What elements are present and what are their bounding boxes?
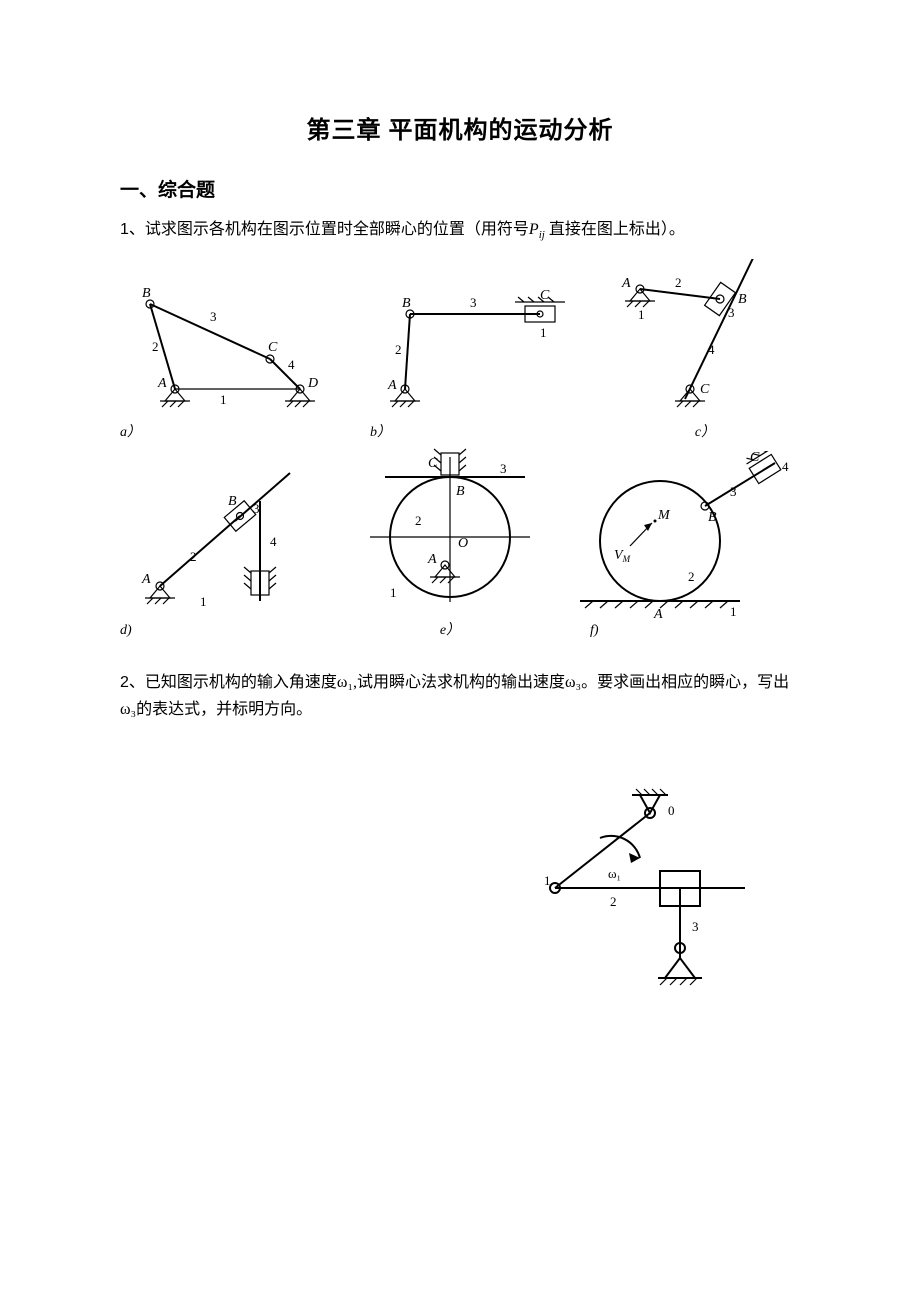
svg-text:VM: VM: [614, 548, 631, 564]
svg-text:B: B: [142, 286, 151, 301]
svg-text:C: C: [428, 456, 438, 471]
svg-text:A: A: [141, 572, 151, 587]
svg-text:1: 1: [638, 307, 645, 322]
svg-text:A: A: [621, 276, 631, 291]
problem-1-text-b: 直接在图上标出）。: [549, 221, 685, 238]
problem-1: 1、试求图示各机构在图示位置时全部瞬心的位置（用符号Pij 直接在图上标出）。: [120, 216, 800, 245]
svg-text:B: B: [708, 510, 717, 525]
figure-row-2: A B 2 3 4 1 d): [120, 447, 800, 639]
svg-text:4: 4: [708, 342, 715, 357]
figure-e: C B A O 2 3 1 e）: [350, 447, 550, 639]
svg-text:A: A: [427, 552, 437, 567]
svg-text:ω₁: ω₁: [608, 866, 621, 881]
chapter-title: 第三章 平面机构的运动分析: [120, 110, 800, 145]
figure-c: A B C 1 2 3 4 c）: [610, 259, 800, 441]
section-heading: 一、综合题: [120, 175, 800, 202]
svg-text:A: A: [387, 378, 397, 393]
svg-text:C: C: [540, 288, 550, 303]
problem-1-number: 1、: [120, 221, 145, 238]
figure-a-svg: B A C D 2 3 4 1: [120, 279, 340, 419]
figure-row-1: B A C D 2 3 4 1 a）: [120, 259, 800, 441]
problem-2-figure: 0 1 ω₁ 2 3: [500, 783, 760, 1013]
svg-text:4: 4: [782, 459, 789, 474]
svg-text:A: A: [653, 607, 663, 621]
page-container: 第三章 平面机构的运动分析 一、综合题 1、试求图示各机构在图示位置时全部瞬心的…: [0, 0, 920, 1073]
figure-a: B A C D 2 3 4 1 a）: [120, 279, 340, 441]
svg-text:B: B: [738, 292, 747, 307]
svg-text:C: C: [268, 340, 278, 355]
svg-text:3: 3: [253, 501, 260, 516]
svg-text:1: 1: [200, 594, 207, 609]
figure-c-svg: A B C 1 2 3 4: [610, 259, 800, 419]
problem-2-number: 2、: [120, 674, 145, 691]
svg-text:C: C: [700, 382, 710, 397]
figure-b-svg: A B C 2 3 1: [370, 279, 580, 419]
figure-e-svg: C B A O 2 3 1: [350, 447, 550, 617]
svg-text:B: B: [402, 296, 411, 311]
svg-text:2: 2: [190, 549, 197, 564]
svg-text:A: A: [157, 376, 167, 391]
svg-text:3: 3: [728, 305, 735, 320]
svg-text:C: C: [750, 451, 760, 465]
svg-text:2: 2: [610, 894, 617, 909]
svg-text:2: 2: [675, 275, 682, 290]
svg-text:1: 1: [544, 873, 551, 888]
svg-text:2: 2: [152, 339, 159, 354]
svg-text:1: 1: [220, 392, 227, 407]
svg-text:0: 0: [668, 803, 675, 818]
svg-text:2: 2: [415, 513, 422, 528]
problem-1-text-a: 试求图示各机构在图示位置时全部瞬心的位置（用符号: [145, 221, 529, 238]
figure-d-svg: A B 2 3 4 1: [120, 461, 330, 621]
figure-b-label: b）: [370, 421, 580, 441]
problem-2-figure-wrap: 0 1 ω₁ 2 3: [120, 783, 800, 1013]
figure-b: A B C 2 3 1 b）: [370, 279, 580, 441]
svg-text:1: 1: [540, 325, 547, 340]
problem-1-symbol: Pij: [529, 221, 545, 238]
svg-text:2: 2: [688, 569, 695, 584]
svg-text:B: B: [228, 494, 237, 509]
svg-text:4: 4: [288, 357, 295, 372]
svg-text:B: B: [456, 484, 465, 499]
figure-d-label: d): [120, 623, 330, 639]
svg-text:2: 2: [395, 342, 402, 357]
svg-text:3: 3: [470, 295, 477, 310]
svg-text:D: D: [307, 376, 318, 391]
problem-2-text: 已知图示机构的输入角速度ω₁,试用瞬心法求机构的输出速度ω₃。要求画出相应的瞬心…: [120, 674, 789, 718]
svg-text:3: 3: [692, 919, 699, 934]
figure-c-label: c）: [610, 421, 800, 441]
svg-text:3: 3: [210, 309, 217, 324]
svg-text:O: O: [458, 536, 468, 551]
svg-text:4: 4: [270, 534, 277, 549]
svg-text:3: 3: [500, 461, 507, 476]
figure-f-label: f): [590, 623, 800, 639]
svg-text:M: M: [657, 508, 671, 523]
figure-e-label: e）: [350, 619, 550, 639]
svg-text:1: 1: [390, 585, 397, 600]
problem-2: 2、已知图示机构的输入角速度ω₁,试用瞬心法求机构的输出速度ω₃。要求画出相应的…: [120, 669, 800, 723]
figure-f: M VM B C A 2 3 4 1 f): [570, 451, 800, 639]
figure-f-svg: M VM B C A 2 3 4 1: [570, 451, 800, 621]
figure-a-label: a）: [120, 421, 340, 441]
svg-text:1: 1: [730, 604, 737, 619]
svg-text:3: 3: [730, 484, 737, 499]
figure-d: A B 2 3 4 1 d): [120, 461, 330, 639]
